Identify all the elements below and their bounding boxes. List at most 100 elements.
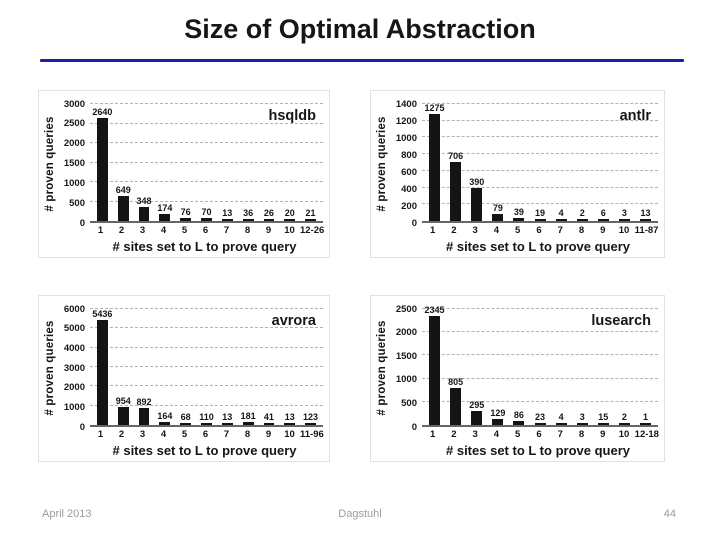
bar-column: 295 <box>466 309 487 425</box>
y-tick-label: 1500 <box>63 157 85 169</box>
y-tick-label: 1000 <box>63 177 85 189</box>
chart-plot-region: # proven queries 0 200 400 600 800 1000 1200 14… <box>374 95 658 227</box>
bar-column: 3 <box>572 309 593 425</box>
y-tick-label: 2000 <box>63 381 85 393</box>
x-tick-label: 7 <box>223 225 230 236</box>
gridline <box>90 308 323 309</box>
bar-column: 348 <box>134 104 155 221</box>
x-ticks: 1 2 3 4 5 6 7 8 9 10 11-96 <box>90 427 324 442</box>
bar-value-label: 4 <box>558 208 564 218</box>
bar <box>263 219 275 221</box>
x-tick-label: 3 <box>472 225 478 236</box>
bar-value-label: 86 <box>513 410 524 421</box>
gridline <box>90 200 323 202</box>
x-tick-label: 5 <box>181 225 188 236</box>
bar-column: 892 <box>134 309 155 425</box>
chart-title: hsqldb <box>268 108 316 124</box>
bar-value-label: 1 <box>642 412 648 422</box>
x-tick-label: 6 <box>202 429 209 440</box>
bar <box>576 219 588 221</box>
x-tick-label: 3 <box>139 225 146 236</box>
x-tick-label: 4 <box>160 429 167 440</box>
bar <box>242 421 254 425</box>
bar <box>159 214 171 221</box>
bar <box>221 219 233 221</box>
bar-value-label: 390 <box>469 177 485 188</box>
bar-value-label: 164 <box>157 410 173 421</box>
y-tick-label: 1000 <box>63 401 85 413</box>
bar-value-label: 20 <box>284 208 295 218</box>
y-tick-label: 5000 <box>63 322 85 334</box>
bar-column: 1 <box>635 309 656 425</box>
bar-value-label: 3 <box>621 208 627 218</box>
bar-value-label: 13 <box>284 412 295 422</box>
bar-value-label: 110 <box>199 411 214 422</box>
chart-lusearch: # proven queries 0 500 1000 1500 2000 2500 lu… <box>370 295 665 462</box>
y-axis-title: # proven queries <box>43 320 56 416</box>
bar <box>97 319 108 425</box>
gridline <box>422 308 658 309</box>
bar-column: 129 <box>487 309 508 425</box>
bar-value-label: 68 <box>180 412 191 422</box>
gridline <box>90 346 323 348</box>
x-tick-label: 9 <box>265 429 272 440</box>
y-tick-label: 3000 <box>63 362 85 374</box>
x-tick-label: 10 <box>284 225 295 236</box>
gridline <box>422 186 658 188</box>
y-axis-title: # proven queries <box>43 115 56 212</box>
bar-value-label: 76 <box>180 207 191 218</box>
x-tick-label: 8 <box>578 429 585 440</box>
x-tick-label: 1 <box>429 225 436 236</box>
gridline <box>422 354 658 356</box>
footer-venue: Dagstuhl <box>338 508 382 520</box>
x-axis-title: # sites set to L to prove query <box>446 443 630 458</box>
bar-column: 26 <box>259 104 280 221</box>
x-tick-label: 11-87 <box>634 225 659 236</box>
x-tick-label: 8 <box>244 429 251 440</box>
plot-area: avrora 5436 954 892 164 68 110 13 181 41 13 123 <box>90 308 323 427</box>
bar-value-label: 13 <box>222 412 233 422</box>
y-axis-title-wrap: # proven queries <box>42 309 57 427</box>
bar-column: 13 <box>217 104 238 221</box>
gridline <box>422 203 658 205</box>
x-tick-label: 2 <box>451 225 457 236</box>
x-tick-label: 12-26 <box>300 225 325 236</box>
bar-value-label: 15 <box>598 412 609 422</box>
bar <box>640 219 651 221</box>
chart-plot-region: # proven queries 0 500 1000 1500 2000 2500 lu… <box>374 300 658 431</box>
x-axis-title: # sites set to L to prove query <box>112 239 297 254</box>
bar-column: 5436 <box>92 309 113 425</box>
y-axis-title: # proven queries <box>375 115 388 212</box>
gridline <box>422 169 658 171</box>
x-tick-label: 7 <box>557 225 563 236</box>
bar-column: 164 <box>154 309 175 425</box>
bar-column: 805 <box>445 309 466 425</box>
x-tick-label: 4 <box>493 225 500 236</box>
x-ticks: 1 2 3 4 5 6 7 8 9 10 12-26 <box>90 223 325 238</box>
x-tick-label: 8 <box>578 225 585 236</box>
x-tick-label: 5 <box>181 429 188 440</box>
bars: 2345 805 295 129 86 23 4 3 15 2 1 <box>424 306 656 425</box>
y-axis-title-wrap: # proven queries <box>374 104 389 223</box>
bar-value-label: 39 <box>513 206 524 217</box>
y-axis: 0 1000 2000 3000 4000 5000 6000 <box>57 304 90 431</box>
gridline <box>90 327 323 329</box>
bar-column: 68 <box>175 309 196 425</box>
bar <box>534 219 546 221</box>
chart-plot-region: # proven queries 0 1000 2000 3000 4000 5000 60… <box>42 300 323 431</box>
y-tick-label: 2000 <box>63 137 85 149</box>
y-tick-label: 0 <box>79 217 85 229</box>
footer-date: April 2013 <box>42 508 92 520</box>
y-tick-label: 2500 <box>395 303 417 315</box>
bar-value-label: 649 <box>115 184 131 195</box>
x-axis-title: # sites set to L to prove query <box>112 443 297 458</box>
bar <box>117 406 129 425</box>
bar-column: 706 <box>445 104 466 221</box>
bar-value-label: 892 <box>136 396 152 407</box>
bar <box>138 207 150 221</box>
bar <box>534 423 546 425</box>
chart-title: antlr <box>619 108 651 124</box>
y-tick-label: 0 <box>411 421 417 433</box>
chart-antlr: # proven queries 0 200 400 600 800 1000 1200 14… <box>370 90 665 258</box>
bar-column: 954 <box>113 309 134 425</box>
